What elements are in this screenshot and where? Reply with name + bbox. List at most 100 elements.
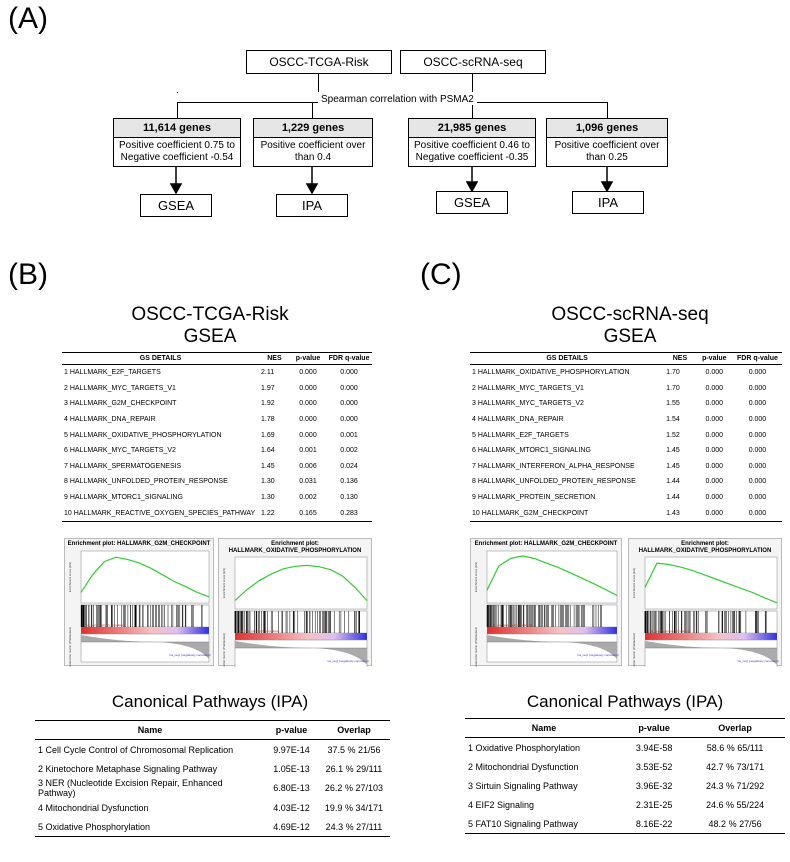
row-value: 0.031 bbox=[299, 478, 317, 486]
table-row: 6 HALLMARK_MYC_TARGETS_V2 1.64 0.001 0.002 bbox=[62, 443, 372, 459]
arrow-head-3 bbox=[465, 181, 479, 193]
coefficient-text: than 0.4 bbox=[294, 152, 332, 163]
row-value: 1.45 bbox=[666, 462, 680, 470]
row-value: 3.96E-32 bbox=[635, 780, 673, 791]
coefficient-text: Negative coefficient -0.35 bbox=[415, 152, 529, 163]
ipa-table-c: Name p-value Overlap 1 Oxidative Phospho… bbox=[465, 718, 785, 834]
row-value: 0.002 bbox=[299, 494, 317, 502]
method-box-gsea-2: GSEA bbox=[436, 191, 508, 214]
enrichment-profile-line bbox=[644, 562, 778, 604]
row-value: 0.000 bbox=[705, 447, 724, 455]
connector bbox=[177, 102, 178, 118]
row-value: 0.000 bbox=[705, 400, 724, 408]
row-value: 4.69E-12 bbox=[265, 817, 318, 837]
row-value: 0.000 bbox=[340, 416, 358, 424]
panel-b-title: OSCC-TCGA-Risk GSEA bbox=[100, 304, 320, 348]
gsea-table-c: GS DETAILS NES p-value FDR q-value 1 HAL… bbox=[470, 352, 782, 522]
gsea-table-b: GS DETAILS NES p-value FDR q-value 1 HAL… bbox=[62, 352, 372, 522]
method-box-gsea-1: GSEA bbox=[140, 194, 212, 217]
coefficient-text: than 0.25 bbox=[586, 152, 628, 163]
ipa-table-b: Name p-value Overlap 1 Cell Cycle Contro… bbox=[35, 720, 390, 837]
row-value: 0.000 bbox=[748, 478, 767, 486]
row-value: 0.000 bbox=[748, 494, 767, 502]
row-value: 1.97 bbox=[261, 384, 275, 392]
row-value: 9.97E-14 bbox=[273, 744, 310, 755]
row-value: 26.1 % 29/111 bbox=[325, 763, 383, 774]
enrichment-plot-b-1: Enrichment plot: HALLMARK_G2M_CHECKPOINT… bbox=[64, 538, 214, 667]
row-value: 0.000 bbox=[732, 505, 782, 522]
enrichment-plot-c-2: Enrichment plot: HALLMARK_OXIDATIVE_PHOSP… bbox=[628, 538, 782, 667]
row-value: 0.000 bbox=[705, 384, 724, 392]
rank-color-bar bbox=[235, 633, 367, 640]
table-row: 3 Sirtuin Signaling Pathway 3.96E-32 24.3 … bbox=[465, 776, 785, 795]
plot-title-line: Enrichment plot: HALLMARK_G2M_CHECKPOINT bbox=[67, 541, 211, 547]
neg-label: 'na_neg' (negatively correlated) bbox=[327, 659, 369, 663]
row-value: 1.30 bbox=[261, 478, 275, 486]
connector bbox=[472, 74, 473, 92]
row-value: 19.9 % 34/171 bbox=[324, 802, 383, 813]
panel-b-label: (B) bbox=[8, 258, 48, 291]
plot-title: Enrichment plot: HALLMARK_G2M_CHECKPOINT bbox=[65, 539, 213, 548]
plot-title-line: Enrichment plot: HALLMARK_G2M_CHECKPOINT bbox=[474, 541, 618, 547]
enrichment-graphic: 'na_pos' (positively correlated) 'na_neg'… bbox=[474, 550, 619, 667]
row-value: 58.6 % 65/111 bbox=[706, 742, 764, 753]
row-value: 0.002 bbox=[340, 447, 358, 455]
row-value: 0.136 bbox=[340, 478, 358, 486]
col-p-value: p-value bbox=[695, 352, 733, 365]
table-row: 3 HALLMARK_MYC_TARGETS_V2 1.55 0.000 0.000 bbox=[470, 396, 782, 412]
es-plot-area bbox=[644, 556, 778, 610]
table-row: 3 HALLMARK_G2M_CHECKPOINT 1.92 0.000 0.000 bbox=[62, 396, 372, 412]
pos-label: 'na_pos' (positively correlated) bbox=[239, 629, 279, 633]
row-value: 8.16E-22 bbox=[623, 814, 686, 834]
enrichment-plot-c-1: Enrichment plot: HALLMARK_G2M_CHECKPOINT… bbox=[470, 538, 622, 667]
row-value: 0.000 bbox=[748, 447, 767, 455]
col-p-value: p-value bbox=[265, 720, 318, 740]
row-value: 24.6 % 55/224 bbox=[706, 799, 765, 810]
row-value: 24.3 % 27/111 bbox=[317, 817, 390, 837]
plot-title-line: HALLMARK_OXIDATIVE_PHOSPHORYLATION bbox=[638, 548, 772, 554]
spearman-label: Spearman correlation with PSMA2 bbox=[318, 94, 477, 105]
row-value: 0.000 bbox=[695, 505, 733, 522]
table-row: 8 HALLMARK_UNFOLDED_PROTEIN_RESPONSE 1.30… bbox=[62, 474, 372, 490]
row-value: 37.5 % 21/56 bbox=[327, 744, 381, 755]
table-row: 4 EIF2 Signaling 2.31E-25 24.6 % 55/224 bbox=[465, 795, 785, 814]
row-value: 0.000 bbox=[705, 478, 724, 486]
rank-axis-label: Ranked list metric (PreRanked) bbox=[474, 627, 478, 667]
row-value: 0.000 bbox=[705, 416, 724, 424]
table-row: 4 Mitochondrial Dysfunction 4.03E-12 19.9 … bbox=[35, 798, 390, 817]
coefficient-box-2: Positive coefficient over than 0.4 bbox=[253, 137, 373, 167]
table-row: 2 HALLMARK_MYC_TARGETS_V1 1.70 0.000 0.000 bbox=[470, 381, 782, 397]
method-box-ipa-1: IPA bbox=[276, 194, 348, 217]
row-value: 1.78 bbox=[261, 416, 275, 424]
plot-title: Enrichment plot: HALLMARK_OXIDATIVE_PHOSP… bbox=[629, 539, 781, 555]
rank-axis-label: Ranked list metric (PreRanked) bbox=[222, 633, 226, 667]
ipa-title-c: Canonical Pathways (IPA) bbox=[526, 692, 724, 711]
analysis-title: GSEA bbox=[603, 326, 657, 347]
table-row: 10 HALLMARK_G2M_CHECKPOINT 1.43 0.000 0.000 bbox=[470, 505, 782, 522]
row-name: 3 NER (Nucleotide Excision Repair, Enhan… bbox=[38, 778, 223, 798]
row-value: 6.80E-13 bbox=[273, 783, 310, 793]
row-value: 48.2 % 27/56 bbox=[685, 814, 785, 834]
method-box-ipa-2: IPA bbox=[572, 191, 644, 214]
row-value: 0.000 bbox=[748, 400, 767, 408]
row-name: 2 HALLMARK_MYC_TARGETS_V1 bbox=[472, 384, 584, 392]
row-value: 1.69 bbox=[261, 431, 275, 439]
pos-label: 'na_pos' (positively correlated) bbox=[649, 629, 689, 633]
rank-color-bar bbox=[81, 627, 209, 634]
row-value: 2.31E-25 bbox=[635, 799, 673, 810]
row-value: 0.001 bbox=[299, 447, 317, 455]
row-value: 0.000 bbox=[705, 462, 724, 470]
row-name: 4 HALLMARK_DNA_REPAIR bbox=[472, 416, 564, 424]
row-value: 2.11 bbox=[261, 369, 275, 377]
row-name: 3 HALLMARK_MYC_TARGETS_V2 bbox=[472, 400, 584, 408]
table-row: 8 HALLMARK_UNFOLDED_PROTEIN_RESPONSE 1.44… bbox=[470, 474, 782, 490]
col-fdr: FDR q-value bbox=[732, 352, 782, 365]
row-name: 7 HALLMARK_SPERMATOGENESIS bbox=[64, 462, 182, 470]
row-value: 1.52 bbox=[666, 431, 680, 439]
row-value: 1.05E-13 bbox=[273, 763, 310, 774]
enrichment-profile-line bbox=[234, 564, 368, 602]
row-name: 3 HALLMARK_G2M_CHECKPOINT bbox=[64, 400, 177, 408]
table-row: 5 HALLMARK_E2F_TARGETS 1.52 0.000 0.000 bbox=[470, 427, 782, 443]
row-value: 0.000 bbox=[748, 416, 767, 424]
arrow-head-1 bbox=[169, 183, 183, 195]
